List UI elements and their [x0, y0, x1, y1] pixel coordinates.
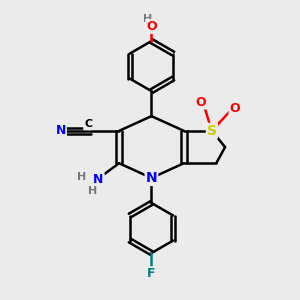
Text: H: H [77, 172, 86, 182]
Text: N: N [146, 171, 157, 185]
Text: O: O [230, 102, 240, 115]
Text: N: N [93, 173, 104, 186]
Text: O: O [196, 95, 206, 109]
Text: O: O [146, 20, 157, 33]
Text: H: H [88, 186, 97, 196]
Text: C: C [84, 119, 92, 129]
Text: H: H [143, 14, 153, 24]
Text: F: F [147, 267, 156, 280]
Text: S: S [207, 124, 217, 138]
Text: N: N [56, 124, 66, 137]
